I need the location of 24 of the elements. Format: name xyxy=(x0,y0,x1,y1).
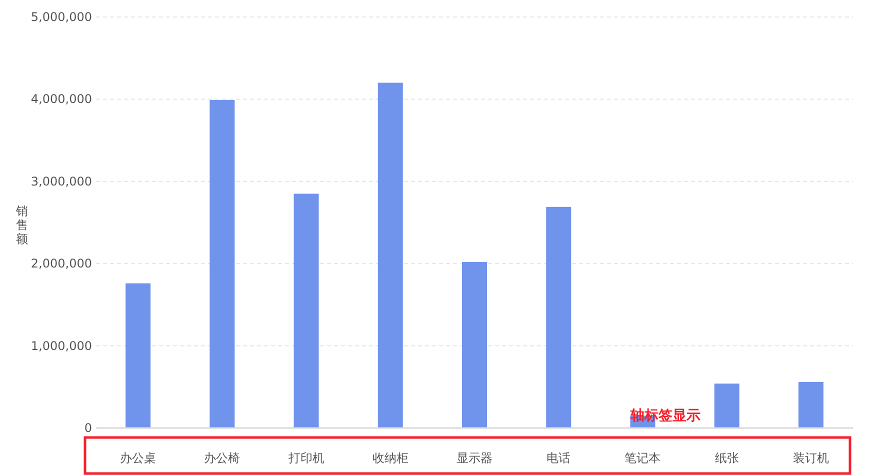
bar xyxy=(126,283,151,428)
x-tick-label: 办公椅 xyxy=(204,451,240,465)
y-tick-label: 2,000,000 xyxy=(30,256,92,271)
x-tick-label: 办公桌 xyxy=(120,451,156,465)
x-tick-label: 笔记本 xyxy=(624,451,661,465)
y-tick-label: 0 xyxy=(84,421,92,435)
bar xyxy=(714,384,740,428)
x-tick-label: 纸张 xyxy=(714,451,739,465)
y-axis-title: 销售额 xyxy=(15,204,28,246)
bar xyxy=(294,194,319,428)
x-tick-label: 收纳柜 xyxy=(372,451,408,465)
bar xyxy=(378,82,403,428)
x-tick-label: 打印机 xyxy=(287,451,324,465)
y-tick-label: 4,000,000 xyxy=(30,92,92,106)
bar xyxy=(546,206,572,428)
bar xyxy=(798,382,824,428)
x-tick-label: 显示器 xyxy=(456,451,492,465)
y-tick-label: 3,000,000 xyxy=(30,174,92,188)
bar xyxy=(210,100,235,428)
x-tick-label: 装订机 xyxy=(792,451,829,465)
x-tick-label: 电话 xyxy=(546,451,571,465)
bar xyxy=(462,262,487,428)
y-tick-label: 1,000,000 xyxy=(30,338,92,353)
y-tick-label: 5,000,000 xyxy=(30,10,92,24)
